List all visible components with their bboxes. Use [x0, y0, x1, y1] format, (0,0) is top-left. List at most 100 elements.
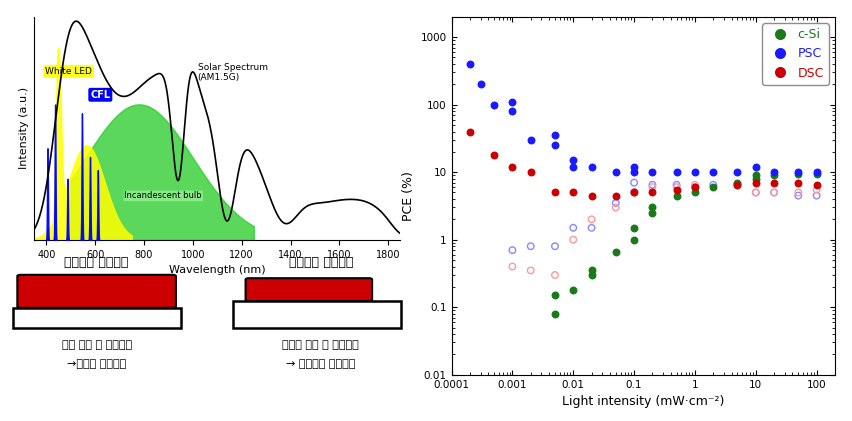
Point — [768, 189, 781, 196]
Point — [474, 81, 487, 88]
Point — [609, 200, 623, 206]
Point — [646, 181, 659, 188]
Point — [792, 189, 805, 196]
Point — [688, 184, 702, 191]
Point — [792, 192, 805, 199]
Text: 고조도용 태양전지: 고조도용 태양전지 — [65, 256, 129, 269]
Point — [670, 184, 683, 191]
Point — [548, 292, 561, 298]
Point — [670, 187, 683, 193]
Point — [627, 189, 641, 196]
Text: → 염료감응 태양전지: → 염료감응 태양전지 — [286, 359, 355, 369]
Point — [768, 189, 781, 196]
Point — [609, 192, 623, 199]
Point — [646, 184, 659, 191]
Point — [810, 169, 824, 176]
Point — [609, 204, 623, 211]
Point — [505, 247, 519, 253]
Point — [567, 236, 580, 243]
Text: →실리콘 태양전지: →실리콘 태양전지 — [67, 359, 126, 369]
Point — [627, 189, 641, 196]
Point — [627, 169, 641, 176]
Point — [810, 192, 824, 199]
Point — [749, 189, 763, 196]
Text: 넓은 흥광 및 高흥광량: 넓은 흥광 및 高흥광량 — [61, 340, 132, 350]
Point — [567, 189, 580, 196]
Point — [584, 216, 598, 223]
FancyBboxPatch shape — [245, 278, 372, 301]
Point — [706, 181, 720, 188]
Point — [810, 187, 824, 193]
Point — [627, 224, 641, 231]
Point — [627, 236, 641, 243]
Point — [548, 132, 561, 139]
Point — [749, 179, 763, 186]
Point — [567, 163, 580, 170]
Point — [731, 181, 745, 188]
Point — [548, 142, 561, 149]
Point — [731, 179, 745, 186]
Point — [749, 189, 763, 196]
Text: White LED: White LED — [45, 67, 92, 76]
Text: 저조도용 태양전지: 저조도용 태양전지 — [289, 256, 353, 269]
Point — [768, 172, 781, 179]
Point — [810, 181, 824, 188]
Point — [505, 108, 519, 115]
Point — [688, 184, 702, 191]
X-axis label: Light intensity (mW·cm⁻²): Light intensity (mW·cm⁻²) — [562, 395, 724, 408]
Point — [768, 169, 781, 176]
Text: 선택적 흥광 및 高흥광률: 선택적 흥광 및 高흥광률 — [283, 340, 360, 350]
Point — [792, 171, 805, 177]
FancyBboxPatch shape — [17, 275, 176, 308]
Point — [792, 169, 805, 176]
Point — [646, 209, 659, 216]
Text: Incandescent bulb: Incandescent bulb — [124, 192, 202, 200]
Point — [463, 128, 476, 135]
Point — [768, 179, 781, 186]
Point — [487, 101, 501, 108]
Point — [524, 136, 538, 143]
Point — [627, 189, 641, 196]
Point — [548, 310, 561, 317]
Point — [749, 176, 763, 182]
Point — [584, 163, 598, 170]
Text: Solar Spectrum
(AM1.5G): Solar Spectrum (AM1.5G) — [198, 63, 268, 82]
Point — [688, 189, 702, 196]
Point — [524, 169, 538, 176]
Point — [567, 157, 580, 164]
Bar — [13, 308, 181, 328]
Point — [609, 249, 623, 256]
Point — [505, 99, 519, 105]
Legend: c-Si, PSC, DSC: c-Si, PSC, DSC — [763, 23, 829, 85]
Point — [505, 163, 519, 170]
Point — [524, 243, 538, 250]
Text: CFL: CFL — [90, 90, 111, 100]
Point — [584, 192, 598, 199]
Point — [548, 272, 561, 278]
Bar — [233, 301, 401, 328]
Point — [731, 181, 745, 188]
Point — [731, 181, 745, 188]
Point — [487, 152, 501, 158]
Point — [505, 263, 519, 270]
X-axis label: Wavelength (nm): Wavelength (nm) — [169, 265, 266, 275]
Point — [706, 184, 720, 191]
Point — [688, 181, 702, 188]
Point — [627, 179, 641, 186]
Point — [584, 272, 598, 278]
Point — [670, 192, 683, 199]
Point — [749, 172, 763, 179]
Y-axis label: PCE (%): PCE (%) — [402, 171, 415, 221]
Point — [584, 267, 598, 274]
Point — [609, 169, 623, 176]
Point — [646, 189, 659, 196]
Point — [584, 224, 598, 231]
Point — [548, 243, 561, 250]
Point — [463, 61, 476, 67]
Point — [688, 169, 702, 176]
Point — [792, 179, 805, 186]
Point — [670, 169, 683, 176]
Y-axis label: Intensity (a.u.): Intensity (a.u.) — [19, 87, 28, 170]
Point — [731, 169, 745, 176]
Point — [810, 171, 824, 177]
